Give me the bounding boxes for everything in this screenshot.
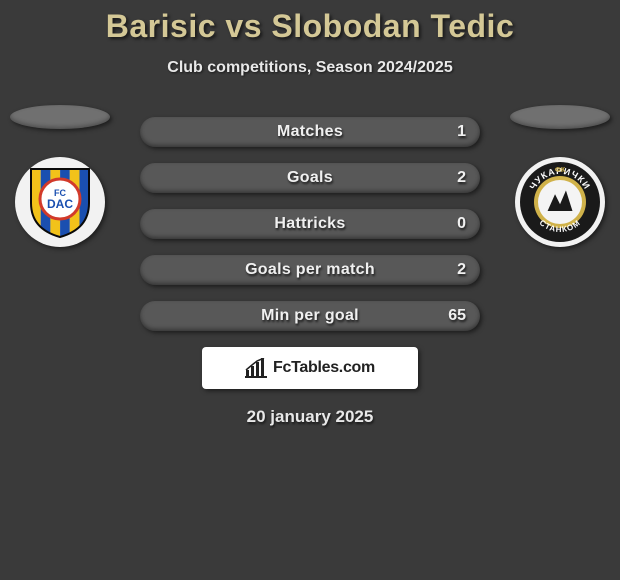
club-crest-left: FC DAC — [15, 157, 105, 247]
stat-bars: Matches 1 Goals 2 Hattricks 0 Goals per … — [140, 117, 480, 331]
svg-text:DAC: DAC — [47, 197, 73, 211]
stat-label: Min per goal — [140, 307, 480, 325]
stat-row: Goals 2 — [140, 163, 480, 193]
comparison-panel: FC DAC ЧУКАРИЧКИ СТАНКОМ — [0, 117, 620, 427]
stat-label: Goals per match — [140, 261, 480, 279]
stat-value-right: 1 — [457, 123, 466, 141]
bar-chart-icon — [245, 358, 267, 378]
date-line: 20 january 2025 — [0, 407, 620, 427]
player-left-ellipse — [10, 105, 110, 129]
player-left-slot: FC DAC — [10, 105, 110, 247]
stat-value-right: 2 — [457, 261, 466, 279]
stat-label: Goals — [140, 169, 480, 187]
cukaricki-crest-icon: ЧУКАРИЧКИ СТАНКОМ ФК — [517, 159, 603, 245]
subtitle: Club competitions, Season 2024/2025 — [0, 59, 620, 77]
svg-text:ФК: ФК — [555, 167, 566, 174]
stat-row: Hattricks 0 — [140, 209, 480, 239]
stat-row: Min per goal 65 — [140, 301, 480, 331]
brand-name: FcTables.com — [273, 359, 375, 377]
dac-crest-icon: FC DAC — [21, 163, 99, 241]
page-title: Barisic vs Slobodan Tedic — [0, 8, 620, 45]
stat-row: Matches 1 — [140, 117, 480, 147]
stat-label: Hattricks — [140, 215, 480, 233]
club-crest-right: ЧУКАРИЧКИ СТАНКОМ ФК — [515, 157, 605, 247]
stat-label: Matches — [140, 123, 480, 141]
stat-value-right: 2 — [457, 169, 466, 187]
player-right-slot: ЧУКАРИЧКИ СТАНКОМ ФК — [510, 105, 610, 247]
stat-value-right: 65 — [448, 307, 466, 325]
brand-box: FcTables.com — [202, 347, 418, 389]
stat-value-right: 0 — [457, 215, 466, 233]
player-right-ellipse — [510, 105, 610, 129]
stat-row: Goals per match 2 — [140, 255, 480, 285]
